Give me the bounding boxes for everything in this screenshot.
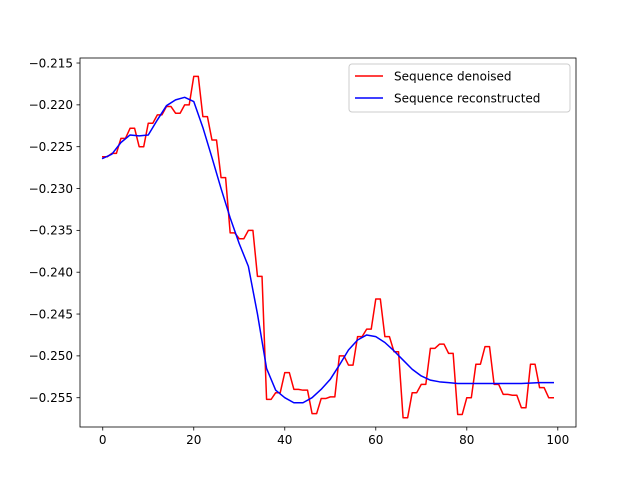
x-tick-label: 80: [459, 433, 474, 447]
y-tick-label: −0.240: [29, 266, 73, 280]
plot-lines: [101, 75, 554, 419]
legend: Sequence denoised Sequence reconstructed: [348, 63, 571, 113]
y-tick-label: −0.215: [29, 56, 73, 70]
series-line-2: [101, 96, 554, 404]
x-tick-label: 100: [546, 433, 569, 447]
y-tick-label: −0.255: [29, 391, 73, 405]
axes-frame: [79, 57, 577, 428]
legend-box: [348, 63, 571, 113]
y-tick-label: −0.250: [29, 349, 73, 363]
y-tick-label: −0.245: [29, 307, 73, 321]
legend-label-1: Sequence denoised: [394, 69, 512, 83]
x-tick-label: 60: [368, 433, 383, 447]
y-axis: −0.215 −0.220 −0.225 −0.230 −0.235 −0.240 −0.2…: [29, 56, 80, 405]
x-tick-label: 40: [277, 433, 292, 447]
x-axis: 0 20 40 60 80 100: [99, 427, 569, 447]
series-line-1: [102, 75, 554, 419]
y-tick-label: −0.235: [29, 224, 73, 238]
x-tick-label: 0: [99, 433, 107, 447]
y-tick-label: −0.220: [29, 98, 73, 112]
y-tick-label: −0.230: [29, 182, 73, 196]
y-tick-label: −0.225: [29, 140, 73, 154]
x-tick-label: 20: [186, 433, 201, 447]
legend-label-2: Sequence reconstructed: [394, 91, 540, 105]
